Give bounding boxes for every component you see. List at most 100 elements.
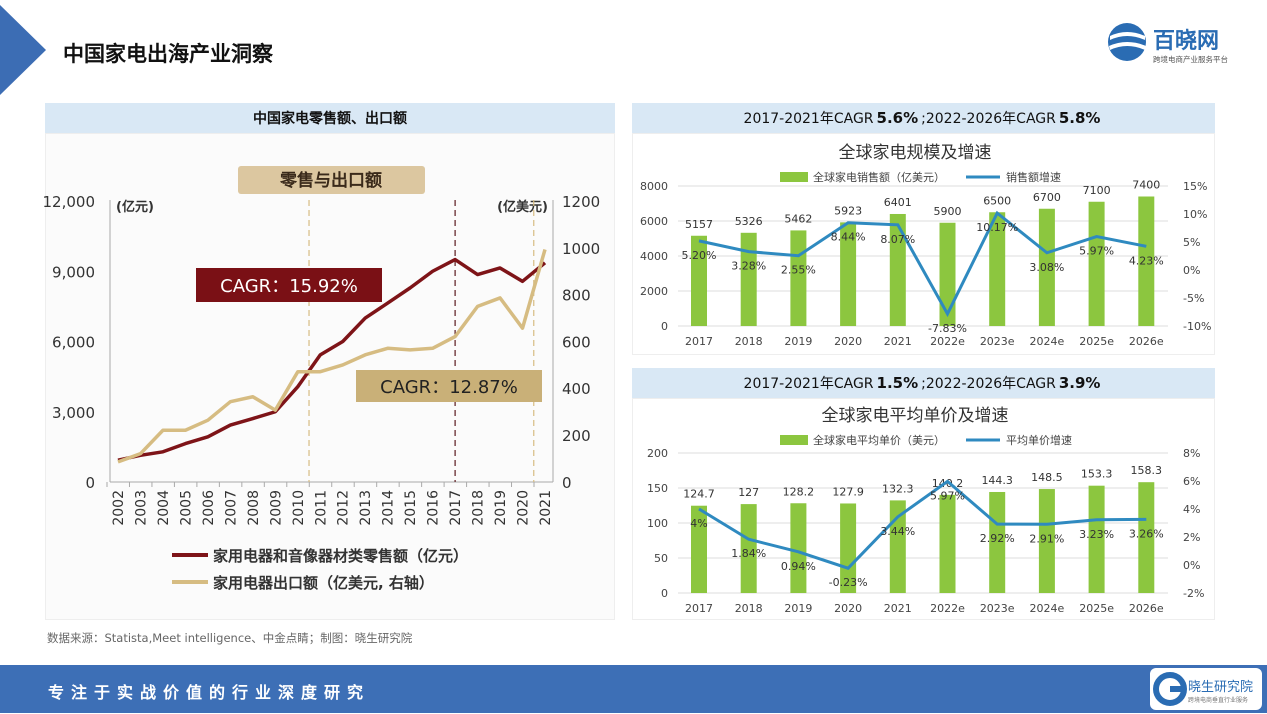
- x-tick-label: 2023e: [980, 335, 1015, 348]
- left-axis-unit: (亿元): [116, 199, 154, 215]
- right-tick-label: 15%: [1183, 180, 1207, 193]
- sales-combo-chart: 全球家电规模及增速全球家电销售额（亿美元）销售额增速80006000400020…: [640, 143, 1211, 348]
- charts-layer: 零售与出口额12,0009,0006,0003,0000120010008006…: [0, 0, 1267, 660]
- growth-label: 5.97%: [1079, 245, 1114, 258]
- bar: [741, 233, 757, 326]
- bar-value-label: 148.5: [1031, 471, 1063, 484]
- bar-value-label: 5923: [834, 204, 862, 217]
- growth-label: 3.26%: [1129, 527, 1164, 540]
- footer-logo-name: 晓生研究院: [1188, 680, 1253, 695]
- growth-label: 5.97%: [930, 489, 965, 502]
- right-tick-label: 4%: [1183, 503, 1200, 516]
- bar-value-label: 127.9: [832, 485, 864, 498]
- chart-title: 全球家电平均单价及增速: [822, 406, 1009, 426]
- bar-value-label: 7400: [1132, 179, 1160, 192]
- x-tick-label: 2013: [358, 490, 374, 526]
- growth-label: 2.55%: [781, 264, 816, 277]
- x-tick-label: 2019: [493, 490, 509, 526]
- growth-label: 4.23%: [1129, 254, 1164, 267]
- growth-label: -7.83%: [928, 322, 967, 335]
- bar: [890, 214, 906, 326]
- growth-label: 8.44%: [831, 231, 866, 244]
- source-note: 数据来源：Statista,Meet intelligence、中金点睛；制图：…: [47, 630, 412, 646]
- x-tick-label: 2024e: [1030, 602, 1065, 615]
- left-tick-label: 8000: [640, 180, 668, 193]
- x-tick-label: 2017: [448, 490, 464, 526]
- right-tick-label: 1000: [562, 240, 600, 258]
- bar-value-label: 6401: [884, 196, 912, 209]
- g-logo-icon: 晓生研究院 跨境电商垂直行业服务: [1150, 668, 1262, 710]
- x-tick-label: 2018: [735, 335, 763, 348]
- x-tick-label: 2021: [884, 335, 912, 348]
- x-tick-label: 2009: [268, 490, 284, 526]
- bar-value-label: 5157: [685, 218, 713, 231]
- x-tick-label: 2020: [834, 335, 862, 348]
- x-tick-label: 2022e: [930, 335, 965, 348]
- left-tick-label: 12,000: [43, 193, 96, 211]
- footer-slogan: 专注于实战价值的行业深度研究: [48, 679, 370, 703]
- x-tick-label: 2025e: [1079, 335, 1114, 348]
- bar-value-label: 5326: [735, 215, 763, 228]
- bar-value-label: 5900: [934, 205, 962, 218]
- left-tick-label: 6000: [640, 215, 668, 228]
- left-tick-label: 50: [654, 552, 668, 565]
- left-tick-label: 2000: [640, 285, 668, 298]
- right-tick-label: 2%: [1183, 531, 1200, 544]
- left-tick-label: 3,000: [52, 404, 95, 422]
- growth-label: 3.44%: [880, 525, 915, 538]
- x-tick-label: 2019: [784, 335, 812, 348]
- x-tick-label: 2026e: [1129, 602, 1164, 615]
- growth-label: 2.92%: [980, 532, 1015, 545]
- chart-title: 全球家电规模及增速: [839, 143, 992, 163]
- x-tick-label: 2019: [784, 602, 812, 615]
- bar: [940, 495, 956, 593]
- right-tick-label: 1200: [562, 193, 600, 211]
- left-tick-label: 0: [661, 587, 668, 600]
- left-tick-label: 6,000: [52, 334, 95, 352]
- left-tick-label: 0: [661, 320, 668, 333]
- x-tick-label: 2002: [111, 490, 127, 526]
- footer-logo-tagline: 跨境电商垂直行业服务: [1188, 696, 1248, 704]
- growth-label: 10.17%: [976, 221, 1018, 234]
- x-tick-label: 2014: [381, 490, 397, 526]
- growth-label: 3.08%: [1029, 261, 1064, 274]
- bar-value-label: 124.7: [683, 488, 715, 501]
- x-tick-label: 2023e: [980, 602, 1015, 615]
- x-tick-label: 2015: [403, 490, 419, 526]
- legend-label: 平均单价增速: [1006, 433, 1072, 447]
- growth-label: 8.07%: [880, 233, 915, 246]
- x-tick-label: 2018: [735, 602, 763, 615]
- x-tick-label: 2022e: [930, 602, 965, 615]
- bar-value-label: 158.3: [1131, 464, 1163, 477]
- right-tick-label: 800: [562, 287, 591, 305]
- left-tick-label: 0: [85, 474, 95, 492]
- legend-label: 全球家电销售额（亿美元）: [813, 170, 945, 184]
- left-tick-label: 9,000: [52, 263, 95, 281]
- growth-label: -0.23%: [829, 576, 868, 589]
- bar-value-label: 5462: [784, 212, 812, 225]
- right-tick-label: 6%: [1183, 475, 1200, 488]
- bar-value-label: 132.3: [882, 482, 914, 495]
- cagr-export-label: CAGR：12.87%: [380, 377, 518, 398]
- bar: [790, 503, 806, 593]
- legend-bar-swatch: [780, 172, 808, 182]
- right-tick-label: 0%: [1183, 559, 1200, 572]
- bar-value-label: 6700: [1033, 191, 1061, 204]
- x-tick-label: 2021: [884, 602, 912, 615]
- retail-export-chart: 零售与出口额12,0009,0006,0003,0000120010008006…: [43, 166, 601, 592]
- x-tick-label: 2020: [834, 602, 862, 615]
- right-tick-label: 8%: [1183, 447, 1200, 460]
- growth-label: 2.91%: [1029, 532, 1064, 545]
- left-tick-label: 200: [647, 447, 668, 460]
- bar-value-label: 6500: [983, 194, 1011, 207]
- x-tick-label: 2003: [133, 490, 149, 526]
- growth-label: 4%: [690, 517, 707, 530]
- growth-label: 1.84%: [731, 547, 766, 560]
- growth-label: 0.94%: [781, 560, 816, 573]
- right-tick-label: -2%: [1183, 587, 1204, 600]
- left-tick-label: 150: [647, 482, 668, 495]
- growth-label: 3.28%: [731, 260, 766, 273]
- x-tick-label: 2010: [291, 490, 307, 526]
- x-tick-label: 2020: [516, 490, 532, 526]
- x-tick-label: 2008: [246, 490, 262, 526]
